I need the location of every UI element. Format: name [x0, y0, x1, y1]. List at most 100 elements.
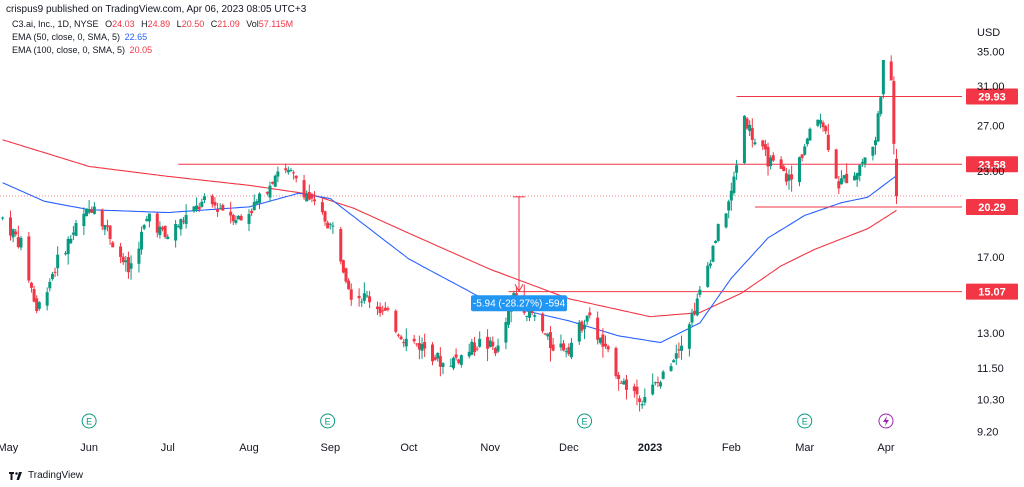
candle-body	[176, 226, 180, 228]
time-tick-label: May	[0, 442, 19, 454]
candle-body	[195, 205, 199, 210]
candle-body	[344, 268, 348, 282]
candle-body	[711, 245, 715, 262]
level-label-bg	[966, 156, 1018, 173]
candle-body	[161, 227, 165, 230]
candle-body	[436, 353, 440, 359]
published-line: crispus9 published on TradingView.com, A…	[6, 4, 307, 15]
candle-body	[569, 342, 573, 358]
candle-body	[727, 201, 731, 211]
candle-body	[192, 206, 196, 212]
candle-body	[323, 211, 327, 222]
candle-body	[470, 341, 474, 355]
price-tick-label: 10.30	[977, 394, 1005, 406]
candle-body	[250, 210, 254, 214]
candle-body	[142, 225, 146, 229]
candle-body	[166, 236, 170, 240]
legend-high-label: H	[141, 19, 148, 29]
candle-body	[805, 138, 809, 145]
candle-body	[129, 263, 133, 269]
candle-body	[753, 142, 757, 145]
candle-body	[378, 306, 382, 314]
candle-body	[548, 332, 552, 349]
candle-body	[690, 312, 694, 323]
candle-body	[365, 295, 369, 297]
candle-body	[837, 181, 841, 189]
lightning-icon	[882, 416, 889, 426]
earnings-marker	[797, 413, 813, 429]
price-tick-label: 27.00	[977, 120, 1005, 132]
candle-body	[237, 215, 241, 220]
legend-symbol-row: C3.ai, Inc., 1D, NYSE O24.03 H24.89 L20.…	[12, 18, 293, 31]
candle-body	[551, 344, 555, 351]
candle-body	[693, 310, 697, 315]
candle-body	[842, 175, 846, 179]
candles	[1, 55, 898, 412]
candle-body	[265, 191, 269, 194]
price-tick-label: 13.00	[977, 328, 1005, 340]
candle-body	[14, 231, 18, 235]
candle-body	[855, 172, 859, 180]
legend-ema50-row[interactable]: EMA (50, close, 0, SMA, 5) 22.65	[12, 31, 293, 44]
candle-body	[496, 345, 500, 352]
candle-body	[357, 295, 361, 299]
candle-body	[328, 223, 332, 225]
candle-body	[105, 225, 109, 227]
candle-body	[252, 202, 256, 211]
candle-body	[763, 144, 767, 150]
candle-body	[745, 118, 749, 129]
candle-body	[821, 122, 825, 128]
candle-body	[491, 341, 495, 347]
candle-body	[441, 363, 445, 367]
tradingview-logo-icon	[9, 471, 22, 480]
candle-body	[881, 60, 885, 95]
legend: C3.ai, Inc., 1D, NYSE O24.03 H24.89 L20.…	[12, 18, 293, 57]
candle-body	[307, 191, 311, 200]
candle-body	[202, 196, 206, 201]
candle-body	[310, 195, 314, 199]
candle-body	[818, 120, 822, 124]
candle-body	[53, 271, 57, 273]
candle-body	[787, 174, 791, 181]
candle-body	[761, 140, 765, 147]
candle-body	[32, 289, 36, 302]
candle-body	[174, 223, 178, 241]
currency-label: USD	[977, 27, 1000, 39]
candle-body	[638, 398, 642, 402]
candle-body	[504, 322, 508, 343]
candle-body	[624, 379, 628, 390]
candle-body	[210, 195, 214, 205]
candle-body	[103, 224, 107, 230]
candle-body	[394, 310, 398, 332]
level-label-bg	[966, 199, 1018, 216]
legend-close-value: 21.09	[217, 19, 240, 29]
legend-ema100-row[interactable]: EMA (100, close, 0, SMA, 5) 20.05	[12, 44, 293, 57]
ema100-layer	[2, 139, 897, 318]
candle-body	[567, 347, 571, 355]
candle-body	[56, 254, 60, 269]
candle-body	[617, 375, 621, 380]
candle-body	[349, 289, 353, 300]
candle-body	[85, 208, 89, 217]
candle-body	[294, 175, 298, 179]
candle-body	[669, 366, 673, 371]
time-tick-label: 2023	[638, 442, 662, 454]
candle-body	[35, 298, 39, 311]
legend-high-value: 24.89	[147, 19, 171, 29]
candle-body	[619, 382, 623, 384]
candle-body	[415, 343, 419, 345]
earnings-letter: E	[802, 417, 808, 427]
candle-body	[543, 333, 547, 335]
candle-body	[580, 321, 584, 331]
candle-body	[797, 157, 801, 183]
candle-body	[100, 209, 104, 227]
candle-body	[438, 356, 442, 367]
legend-volume-value: 57.115M	[258, 19, 294, 29]
candle-body	[362, 293, 366, 301]
candle-body	[475, 348, 479, 350]
candle-body	[124, 260, 128, 263]
candle-body	[577, 322, 581, 342]
price-tick-label: 35.00	[977, 46, 1005, 58]
